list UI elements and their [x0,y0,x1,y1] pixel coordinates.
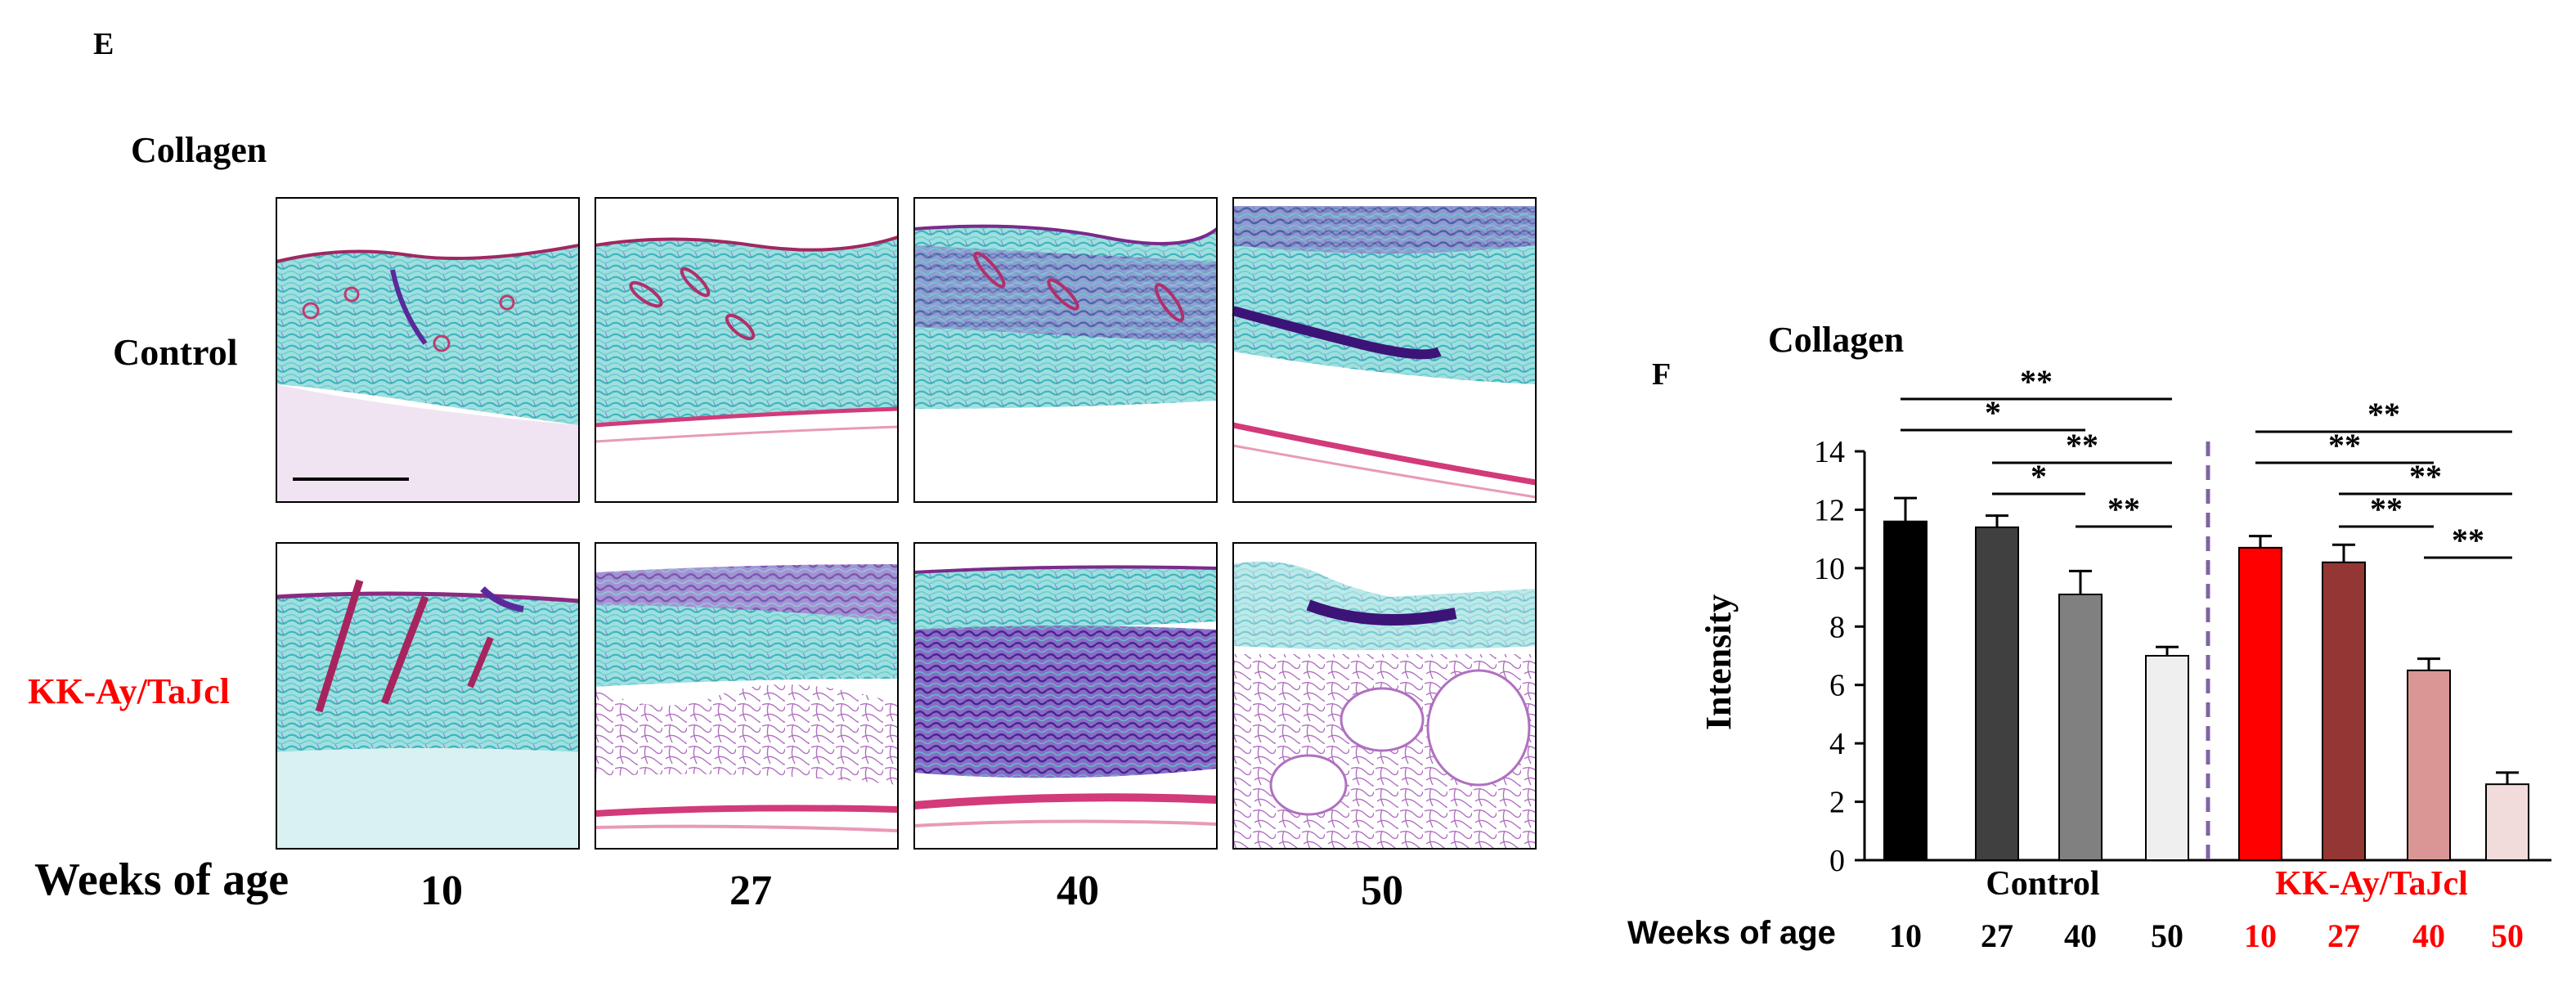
significance-label: ** [2452,522,2484,558]
y-tick-label: 2 [1829,786,1845,820]
weeks-of-age-label: Weeks of age [1627,915,1836,951]
significance-label: ** [2328,427,2361,464]
bar [2238,546,2282,861]
significance-label: ** [2107,491,2140,527]
panel-e-col-label: 40 [1057,868,1099,914]
micrograph-control-27 [595,197,899,503]
y-tick-label: 12 [1814,493,1845,527]
week-tick-label: 27 [2327,917,2360,954]
panel-e-col-label: 50 [1361,868,1403,914]
significance-brackets: ****************** [1901,363,2512,559]
bar [2485,783,2529,862]
y-tick-label: 4 [1829,727,1845,761]
y-tick-label: 10 [1814,552,1845,586]
week-tick-label: 40 [2064,917,2097,954]
panel-f-letter: F [1652,357,1671,392]
bar [1975,526,2019,861]
y-tick-label: 8 [1829,610,1845,644]
week-tick-labels: 10 27 40 50 10 27 40 50 [1889,917,2524,954]
significance-label: ** [2367,396,2400,433]
bar [2407,669,2451,861]
bar [2145,655,2189,861]
panel-e-x-title: Weeks of age [34,854,289,905]
y-axis-label: Intensity [1699,594,1739,730]
panel-f-title: Collagen [1768,320,1904,360]
micrograph-kk-27 [595,542,899,850]
micrograph-control-50 [1232,197,1537,503]
week-tick-label: 10 [1889,917,1922,954]
chart-axes: 0 2 4 6 8 10 12 14 [1814,435,2551,878]
bar [2322,561,2366,861]
week-tick-label: 10 [2244,917,2277,954]
y-tick-label: 0 [1829,844,1845,878]
group-label-kk: KK-Ay/TaJcl [2275,865,2468,903]
panel-e-title: Collagen [131,130,267,170]
significance-label: * [2031,458,2047,495]
micrograph-control-10 [276,197,580,503]
panel-e-col-label: 27 [729,868,772,914]
micrograph-kk-50 [1232,542,1537,850]
week-tick-label: 27 [1981,917,2013,954]
significance-label: * [1985,394,2001,431]
significance-label: ** [2409,458,2442,495]
significance-label: ** [2020,363,2053,400]
bar [2058,594,2103,861]
significance-label: ** [2066,427,2098,464]
chart-bars [1883,496,2529,862]
row-label-control: Control [113,331,238,373]
micrograph-kk-40 [913,542,1218,850]
y-tick-label: 14 [1814,435,1845,469]
week-tick-label: 40 [2412,917,2445,954]
panel-e-letter: E [93,27,114,61]
panel-e-col-label: 10 [420,868,463,914]
y-tick-label: 6 [1829,669,1845,703]
bar [1883,520,1928,861]
significance-label: ** [2370,491,2403,527]
row-label-kk: KK-Ay/TaJcl [28,671,230,711]
group-label-control: Control [1986,865,2099,903]
micrograph-kk-10 [276,542,580,850]
week-tick-label: 50 [2151,917,2183,954]
week-tick-label: 50 [2491,917,2524,954]
micrograph-control-40 [913,197,1218,503]
